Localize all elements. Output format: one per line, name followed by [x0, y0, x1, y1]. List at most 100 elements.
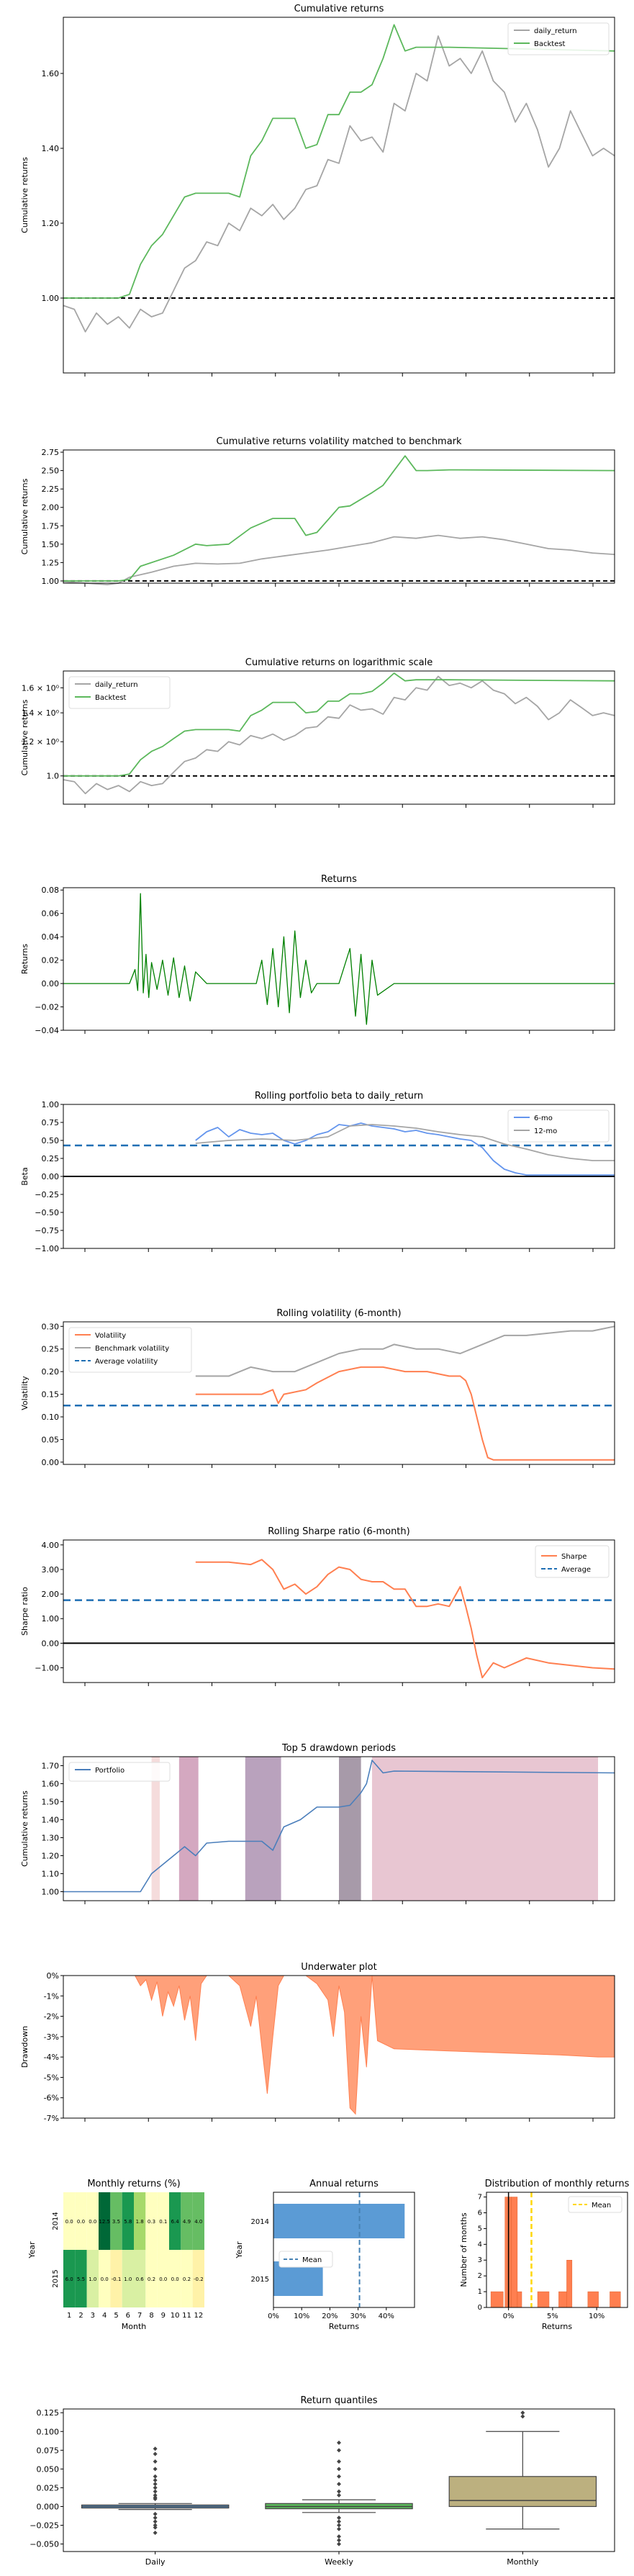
y-axis-label: Drawdown [20, 2026, 30, 2068]
x-tick-label: Weekly [325, 2557, 353, 2567]
y-tick-label: 1.00 [42, 1888, 60, 1897]
chart-panel-11: Distribution of monthly returns Number of… [459, 2179, 630, 2331]
y-tick-label: 1.40 [42, 144, 60, 153]
series-line-1 [195, 1124, 615, 1161]
chart-title: Annual returns [309, 2179, 379, 2189]
chart-title: Underwater plot [301, 1962, 376, 1973]
y-tick-label: −0.50 [35, 1208, 59, 1217]
x-axis-label: Returns [542, 2322, 573, 2331]
y-tick-label: −0.25 [35, 1190, 59, 1199]
outlier-marker [337, 2534, 341, 2539]
col-label: 8 [149, 2312, 153, 2320]
col-label: 2 [78, 2312, 83, 2320]
outlier-marker [153, 2525, 158, 2530]
y-axis-label: Volatility [20, 1376, 30, 1410]
y-tick-label: 1.20 [42, 1852, 60, 1861]
outlier-marker [153, 2467, 158, 2472]
y-tick-label: −1.00 [35, 1244, 59, 1253]
plot-border [63, 887, 615, 1031]
cell-label: 4.9 [183, 2219, 191, 2225]
heatmap-cell [99, 2250, 111, 2307]
chart-title: Cumulative returns [294, 4, 384, 14]
drawdown-period-2 [178, 1757, 199, 1901]
outlier-marker [337, 2526, 341, 2531]
y-axis-label: Cumulative returns [20, 699, 30, 775]
legend-label: Volatility [95, 1332, 126, 1340]
y-tick-label: 0.025 [37, 2483, 60, 2492]
legend-label-average: Average [561, 1566, 591, 1574]
y-tick-label: -7% [44, 2114, 59, 2123]
series-line-1 [195, 1325, 615, 1377]
y-tick-label: 1.70 [42, 1762, 60, 1771]
col-label: 6 [126, 2312, 130, 2320]
heatmap-cell [86, 2192, 99, 2250]
legend-label: 12-mo [534, 1127, 557, 1135]
y-tick-label: 0.00 [42, 1639, 60, 1648]
x-tick-label: 0% [268, 2312, 279, 2320]
chart-title: Returns [321, 874, 357, 885]
y-tick-label: 1.50 [42, 540, 60, 549]
y-axis-label: Year [235, 2241, 244, 2259]
drawdown-period-4 [339, 1757, 361, 1901]
y-tick-label: 1.4 × 10⁰ [22, 708, 60, 718]
outlier-marker [337, 2448, 341, 2453]
outlier-marker [337, 2519, 341, 2524]
cell-label: 1.0 [89, 2276, 96, 2282]
y-tick-label: −0.02 [35, 1003, 59, 1012]
cell-label: 3.5 [112, 2219, 120, 2225]
chart-panel-9: Monthly returns (%) Year Month 2014 0.0 0.0 0.… [27, 2179, 204, 2331]
y-tick-label: 6 [478, 2209, 482, 2217]
cell-label: 0.0 [89, 2219, 96, 2225]
plot-border [63, 1104, 615, 1249]
outlier-marker [337, 2459, 341, 2464]
chart-panel-12: Return quantiles −0.050 −0.025 0.000 0.025 0.… [30, 2395, 615, 2567]
y-tick-label: -2% [44, 2012, 59, 2022]
cell-label: 1.8 [136, 2219, 144, 2225]
outlier-marker [153, 2459, 158, 2464]
y-tick-label: 2.00 [42, 503, 60, 513]
drawdown-period-1 [151, 1757, 160, 1901]
x-tick-label: 10% [294, 2312, 309, 2320]
y-tick-label: 4.00 [42, 1541, 60, 1550]
chart-panel-3: Returns Returns −0.04 −0.02 0.00 0.02 0.04 0.06… [20, 874, 615, 1035]
chart-title: Monthly returns (%) [87, 2179, 180, 2189]
x-tick-label: Monthly [507, 2557, 539, 2567]
y-tick-label: 0.05 [42, 1435, 60, 1444]
series-line-0 [63, 675, 615, 795]
heatmap-cell [145, 2192, 158, 2250]
outlier-marker [153, 2511, 158, 2516]
legend-label: Mean [302, 2256, 322, 2264]
outlier-marker [337, 2523, 341, 2528]
annual-bar [273, 2204, 405, 2238]
y-tick-label: 1.00 [42, 1100, 60, 1109]
legend-box [535, 1545, 610, 1578]
x-tick-label: 30% [350, 2312, 366, 2320]
histogram-bin [587, 2291, 599, 2308]
y-axis-label: Cumulative returns [20, 478, 30, 554]
drawdown-period-3 [245, 1757, 281, 1901]
y-tick-label: 1.30 [42, 1834, 60, 1843]
outlier-marker [520, 2410, 525, 2415]
cell-label: 0.0 [77, 2219, 85, 2225]
outlier-marker [337, 2474, 341, 2479]
plot-border [273, 2192, 415, 2308]
y-axis-label: Number of months [459, 2212, 468, 2287]
y-tick-label: 7 [478, 2194, 482, 2202]
cell-label: 1.0 [124, 2276, 132, 2282]
y-tick-label: 0.050 [37, 2464, 60, 2474]
outlier-marker [153, 2474, 158, 2479]
heatmap-cell [110, 2192, 122, 2250]
cell-label: 0.2 [183, 2276, 191, 2282]
chart-title: Rolling volatility (6-month) [276, 1308, 401, 1319]
y-tick-label: 0.00 [42, 1458, 60, 1467]
cell-label: 5.8 [124, 2219, 132, 2225]
chart-panel-7: Top 5 drawdown periods Cumulative returns… [20, 1743, 615, 1904]
y-tick-label: 0.20 [42, 1367, 60, 1377]
legend-label: Backtest [534, 40, 566, 48]
x-tick-label: 10% [589, 2312, 604, 2320]
chart-title: Return quantiles [300, 2395, 377, 2406]
y-tick-label: 1.10 [42, 1870, 60, 1879]
outlier-marker [153, 2492, 158, 2498]
outlier-marker [153, 2482, 158, 2487]
